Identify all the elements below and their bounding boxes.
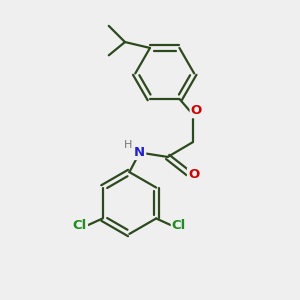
Text: Cl: Cl	[73, 219, 87, 232]
Text: N: N	[134, 146, 145, 159]
Text: Cl: Cl	[172, 219, 186, 232]
Text: O: O	[188, 168, 199, 181]
Text: H: H	[124, 140, 133, 150]
Text: O: O	[190, 104, 202, 117]
